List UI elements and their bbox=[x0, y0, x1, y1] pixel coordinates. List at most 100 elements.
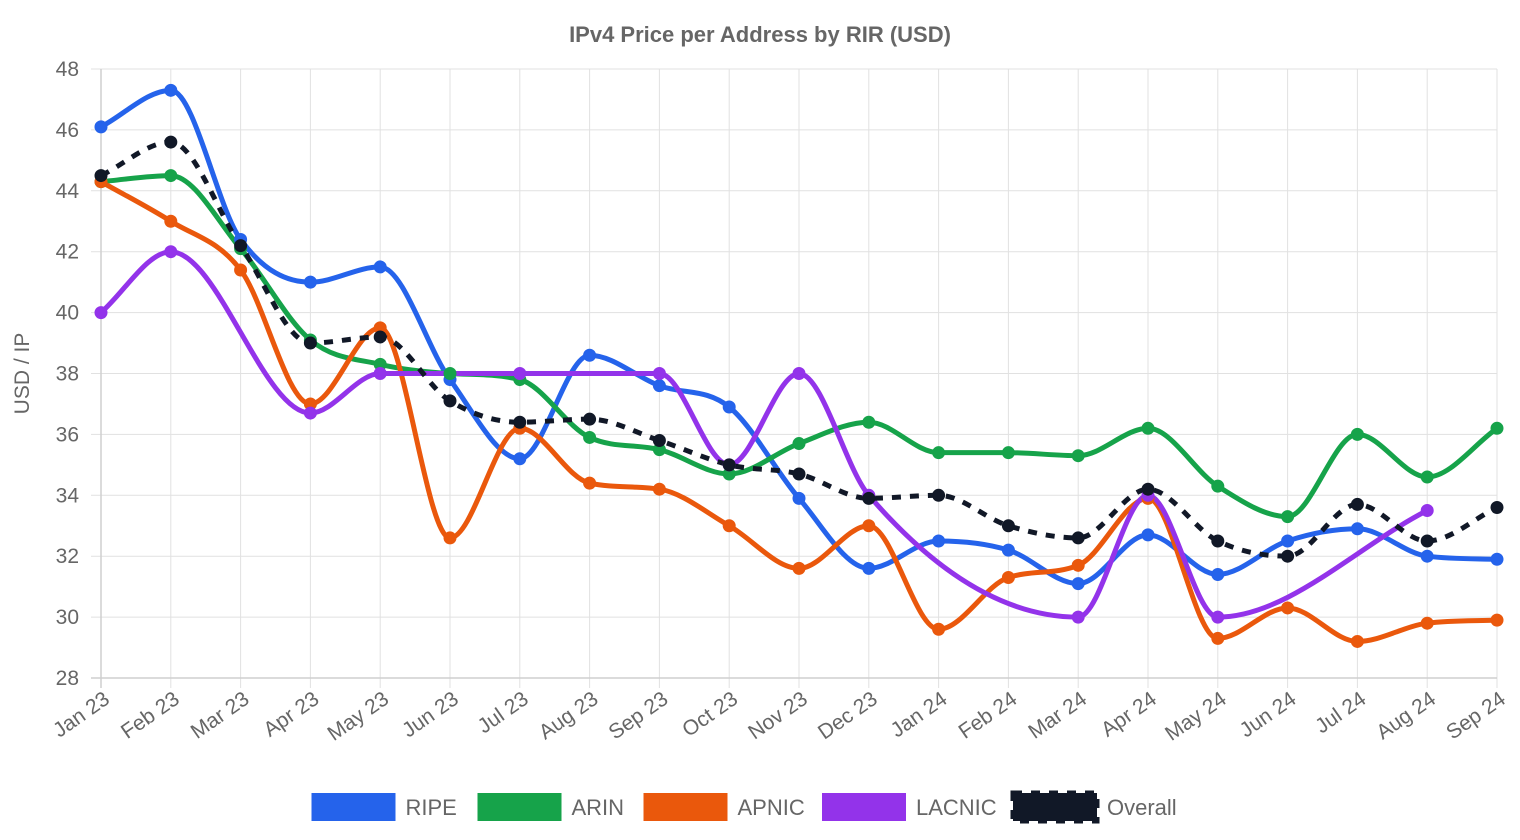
y-tick-label: 48 bbox=[56, 58, 79, 81]
legend-swatch-overall bbox=[1010, 790, 1100, 824]
y-tick-label: 40 bbox=[56, 302, 79, 325]
data-point-apnic bbox=[1350, 634, 1364, 648]
x-tick-label: Apr 23 bbox=[259, 687, 323, 741]
data-point-lacnic bbox=[652, 367, 666, 380]
data-point-ripe bbox=[583, 348, 597, 362]
data-point-overall bbox=[303, 336, 317, 350]
data-point-overall bbox=[373, 330, 387, 344]
data-point-arin bbox=[1211, 479, 1225, 493]
data-point-arin bbox=[1071, 449, 1085, 463]
x-tick-label: May 24 bbox=[1161, 687, 1231, 746]
data-point-overall bbox=[792, 467, 806, 481]
x-tick-label: Jul 24 bbox=[1311, 687, 1370, 738]
data-point-apnic bbox=[722, 519, 736, 533]
data-point-ripe bbox=[1350, 522, 1364, 536]
data-point-ripe bbox=[862, 561, 876, 575]
x-tick-label: Mar 23 bbox=[187, 687, 254, 743]
data-point-ripe bbox=[1420, 549, 1434, 563]
x-tick-label: Sep 23 bbox=[605, 687, 673, 744]
data-point-lacnic bbox=[1420, 504, 1434, 518]
data-point-overall bbox=[513, 415, 527, 429]
legend-label-overall: Overall bbox=[1107, 795, 1177, 820]
data-point-arin bbox=[1420, 470, 1434, 484]
x-tick-label: Dec 23 bbox=[814, 687, 882, 744]
x-tick-label: Jun 24 bbox=[1236, 687, 1301, 742]
data-point-overall bbox=[1420, 534, 1434, 548]
data-point-lacnic bbox=[164, 245, 178, 259]
series-line-apnic bbox=[98, 179, 1500, 644]
y-tick-label: 36 bbox=[56, 423, 79, 446]
data-point-lacnic bbox=[792, 367, 806, 380]
data-point-overall bbox=[234, 239, 248, 253]
data-point-overall bbox=[652, 433, 666, 447]
data-point-arin bbox=[1350, 427, 1364, 441]
y-axis-ticks: 28 30 32 34 36 38 40 42 44 46 48 bbox=[56, 58, 80, 690]
y-axis-label: USD / IP bbox=[11, 333, 34, 415]
data-point-arin bbox=[443, 367, 457, 380]
data-point-lacnic bbox=[373, 367, 387, 380]
data-point-ripe bbox=[792, 491, 806, 505]
y-tick-label: 38 bbox=[56, 363, 79, 386]
data-point-apnic bbox=[862, 519, 876, 533]
data-point-overall bbox=[1071, 531, 1085, 545]
data-point-arin bbox=[1281, 510, 1295, 524]
data-point-overall bbox=[583, 412, 597, 426]
data-point-apnic bbox=[1211, 631, 1225, 645]
legend-swatch-lacnic bbox=[822, 793, 906, 821]
x-tick-label: Aug 24 bbox=[1372, 687, 1440, 744]
x-tick-label: Jan 24 bbox=[887, 687, 952, 742]
data-point-ripe bbox=[1071, 577, 1085, 591]
y-tick-label: 28 bbox=[56, 667, 79, 690]
data-point-apnic bbox=[1071, 558, 1085, 572]
data-point-overall bbox=[1281, 549, 1295, 563]
data-point-overall bbox=[443, 394, 457, 408]
data-point-apnic bbox=[652, 482, 666, 496]
data-point-ripe bbox=[94, 120, 108, 134]
data-point-ripe bbox=[303, 275, 317, 289]
x-tick-label: Apr 24 bbox=[1097, 687, 1161, 742]
data-point-overall bbox=[1001, 519, 1015, 533]
data-point-arin bbox=[792, 437, 806, 451]
x-axis-ticks: Jan 23 Feb 23 Mar 23 Apr 23 May 23 Jun 23 Jul … bbox=[49, 687, 1510, 746]
data-point-apnic bbox=[164, 214, 178, 228]
data-point-ripe bbox=[722, 400, 736, 414]
legend-label-apnic: APNIC bbox=[738, 795, 805, 820]
y-tick-label: 46 bbox=[56, 119, 79, 142]
data-point-overall bbox=[862, 491, 876, 505]
data-point-overall bbox=[932, 488, 946, 502]
data-point-ripe bbox=[1490, 552, 1504, 566]
x-tick-label: Jul 23 bbox=[474, 687, 533, 738]
legend-item-ripe: RIPE bbox=[311, 793, 457, 821]
data-point-lacnic bbox=[94, 306, 108, 320]
data-point-ripe bbox=[513, 452, 527, 466]
grid bbox=[91, 68, 1498, 688]
legend-swatch-apnic bbox=[643, 793, 728, 821]
y-tick-label: 30 bbox=[56, 606, 79, 629]
data-point-apnic bbox=[792, 561, 806, 575]
data-point-apnic bbox=[1490, 613, 1504, 627]
y-tick-label: 44 bbox=[56, 180, 80, 203]
legend-label-ripe: RIPE bbox=[406, 795, 457, 820]
legend-swatch-ripe bbox=[311, 793, 396, 821]
data-point-apnic bbox=[583, 476, 597, 490]
data-point-arin bbox=[1490, 421, 1504, 435]
legend-label-lacnic: LACNIC bbox=[916, 795, 997, 820]
data-point-arin bbox=[1001, 446, 1015, 460]
legend-label-arin: ARIN bbox=[572, 795, 625, 820]
data-point-apnic bbox=[932, 622, 946, 636]
y-tick-label: 32 bbox=[56, 545, 79, 568]
y-tick-label: 42 bbox=[56, 241, 79, 264]
data-point-apnic bbox=[234, 263, 248, 277]
chart-title: IPv4 Price per Address by RIR (USD) bbox=[569, 22, 951, 47]
x-tick-label: Jun 23 bbox=[398, 687, 463, 742]
legend-item-arin: ARIN bbox=[477, 793, 625, 821]
data-point-overall bbox=[1211, 534, 1225, 548]
data-point-ripe bbox=[1211, 567, 1225, 581]
data-point-overall bbox=[722, 458, 736, 472]
data-point-arin bbox=[932, 446, 946, 460]
x-tick-label: Feb 24 bbox=[955, 687, 1022, 744]
x-tick-label: Feb 23 bbox=[117, 687, 184, 743]
data-point-overall bbox=[1350, 497, 1364, 511]
data-point-arin bbox=[862, 415, 876, 429]
